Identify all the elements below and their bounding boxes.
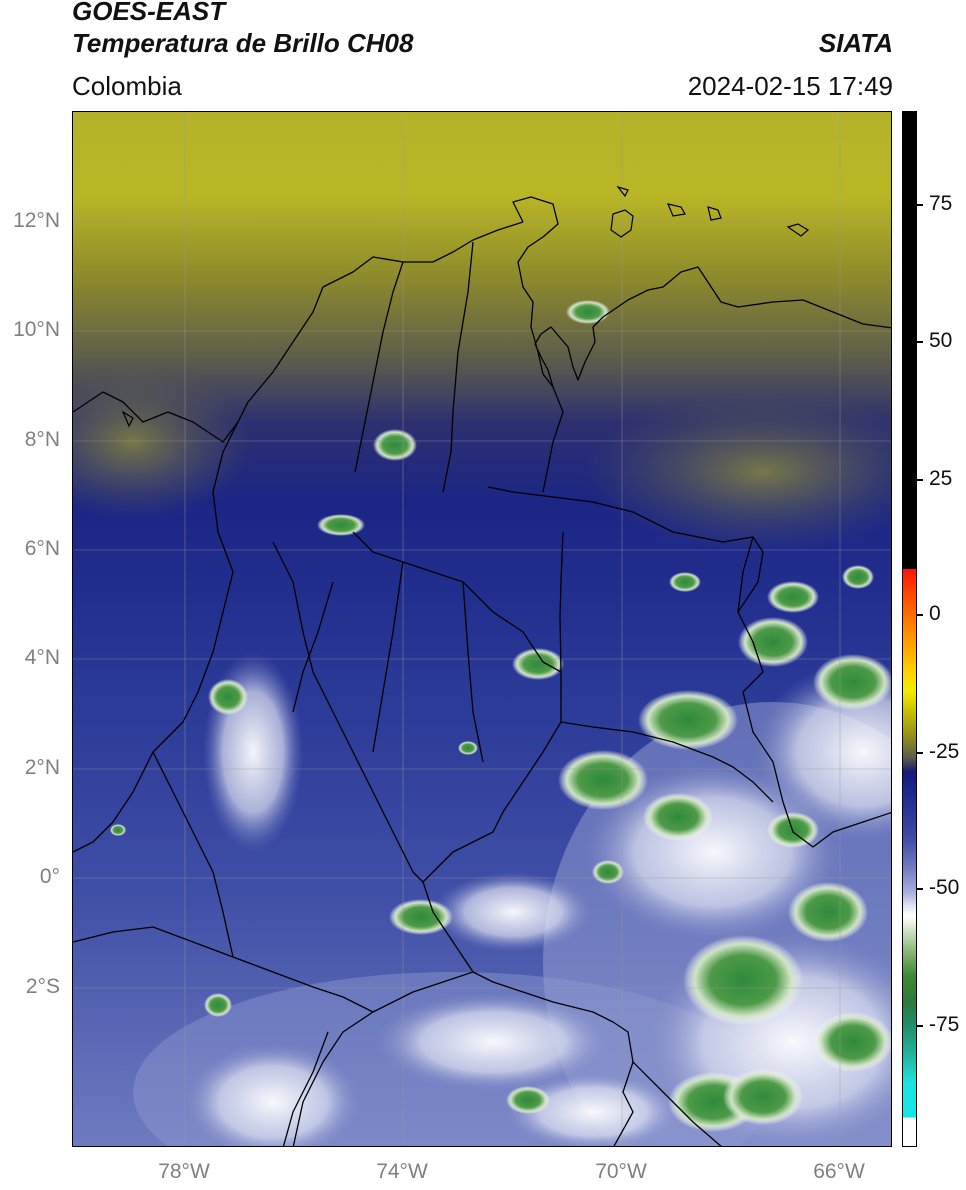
title-satellite: GOES-EAST	[72, 0, 226, 26]
colorbar-tick	[917, 614, 923, 616]
colorbar-label-50: 50	[929, 329, 953, 352]
timestamp-label: 2024-02-15 17:49	[687, 71, 893, 101]
lat-label-0: 0°	[39, 865, 60, 888]
map-canvas	[73, 112, 891, 1146]
lat-label-6n: 6°N	[24, 537, 60, 560]
lon-label-78w: 78°W	[158, 1160, 210, 1183]
lon-label-66w: 66°W	[813, 1160, 865, 1183]
colorbar-tick	[917, 204, 923, 206]
lat-label-8n: 8°N	[24, 428, 60, 451]
colorbar-label-0: 0	[929, 602, 941, 625]
colorbar-tick	[917, 888, 923, 890]
lat-label-12n: 12°N	[13, 209, 60, 232]
region-label: Colombia	[72, 71, 182, 101]
title-product: Temperatura de Brillo CH08	[72, 28, 414, 58]
brand-label: SIATA	[818, 28, 893, 58]
satellite-map[interactable]	[72, 111, 892, 1147]
colorbar-label-minus25: -25	[929, 740, 960, 763]
colorbar	[902, 111, 917, 1147]
colorbar-tick	[917, 1025, 923, 1027]
colorbar-label-minus50: -50	[929, 876, 960, 899]
colorbar-label-75: 75	[929, 192, 953, 215]
colorbar-tick	[917, 752, 923, 754]
colorbar-label-minus75: -75	[929, 1013, 960, 1036]
lon-label-74w: 74°W	[376, 1160, 428, 1183]
colorbar-label-25: 25	[929, 467, 953, 490]
lat-label-2s: 2°S	[25, 975, 60, 998]
colorbar-tick	[917, 341, 923, 343]
lat-label-10n: 10°N	[13, 318, 60, 341]
lat-label-4n: 4°N	[24, 646, 60, 669]
lon-label-70w: 70°W	[595, 1160, 647, 1183]
colorbar-tick	[917, 479, 923, 481]
lat-label-2n: 2°N	[24, 756, 60, 779]
